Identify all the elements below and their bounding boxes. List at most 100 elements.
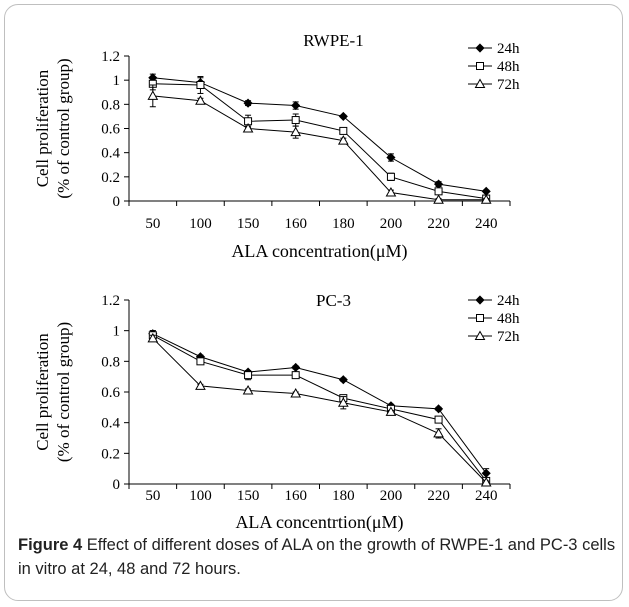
legend-marker [475, 43, 485, 53]
legend-marker [476, 62, 484, 70]
y-tick-label: 0.6 [101, 122, 120, 138]
data-point [196, 357, 205, 366]
data-point [481, 468, 491, 478]
data-point [291, 362, 301, 373]
legend-label: 72h [497, 77, 520, 93]
chart-title: PC-3 [316, 291, 351, 310]
data-point [434, 187, 443, 196]
data-point [385, 406, 397, 416]
x-tick-label: 220 [427, 216, 450, 232]
legend-marker [474, 78, 486, 88]
chart-2: 0 0.2 0.4 0.6 0.8 1 1.2 50 100 150 160 180 200 220 240… [33, 291, 520, 533]
series-72h [147, 332, 492, 487]
y-axis-label: Cell proliferation (% of control group) [33, 322, 73, 462]
data-point [338, 375, 348, 385]
caption-label: Figure 4 [18, 536, 83, 554]
series-line [152, 333, 487, 474]
x-tick-label: 100 [189, 216, 212, 232]
series-72h [147, 84, 492, 204]
x-tick-label: 50 [145, 488, 160, 504]
data-point [291, 371, 300, 380]
data-point [337, 397, 349, 407]
data-point [290, 388, 302, 398]
x-tick-label: 200 [380, 216, 403, 232]
y-tick-label: 0.4 [101, 416, 120, 432]
y-tick-label: 1.2 [101, 49, 120, 65]
legend-marker [474, 330, 486, 340]
data-point [481, 186, 491, 196]
figure-caption: Figure 4 Effect of different doses of AL… [18, 533, 618, 581]
y-tick-label: 0.8 [101, 354, 120, 370]
series-line [152, 83, 487, 200]
x-axis-label: ALA concentration(μM) [231, 241, 407, 262]
legend-label: 24h [497, 293, 520, 309]
data-point [242, 122, 254, 133]
x-tick-label: 50 [145, 216, 160, 232]
y-tick-label: 0.6 [101, 385, 120, 401]
series-line [152, 334, 487, 482]
data-point [242, 384, 254, 395]
data-point [433, 194, 444, 204]
y-tick-label: 1.2 [101, 293, 120, 309]
data-point [291, 100, 301, 111]
data-point [385, 187, 397, 197]
legend-item-24h: 24h [468, 293, 520, 309]
x-tick-label: 180 [332, 216, 355, 232]
y-tick-label: 0.2 [101, 170, 120, 186]
legend-label: 72h [497, 329, 520, 345]
chart-title: RWPE-1 [303, 31, 363, 50]
legend-item-48h: 48h [468, 59, 520, 75]
series-24h [148, 73, 491, 196]
data-point [243, 98, 253, 108]
data-point [195, 380, 206, 390]
data-point [147, 332, 159, 343]
figure-frame [4, 4, 623, 601]
legend-label: 24h [497, 41, 520, 57]
data-point [433, 404, 444, 414]
data-point [339, 126, 348, 135]
x-tick-label: 150 [237, 488, 260, 504]
data-point [291, 116, 300, 125]
x-tick-label: 100 [189, 488, 212, 504]
series-line [152, 337, 487, 483]
data-point [290, 126, 302, 137]
data-point [386, 172, 395, 181]
y-tick-label: 1 [113, 324, 121, 340]
data-point [337, 135, 349, 145]
series-line [152, 95, 487, 201]
data-point [480, 476, 492, 487]
x-tick-label: 240 [475, 488, 498, 504]
x-tick-label: 150 [237, 216, 260, 232]
y-axis-label: Cell proliferation (% of control group) [33, 58, 73, 198]
y-tick-label: 0.8 [101, 97, 120, 113]
data-point [434, 415, 443, 424]
data-point [480, 194, 492, 204]
y-tick-label: 0 [113, 477, 121, 493]
legend-item-72h: 72h [468, 77, 520, 93]
x-tick-label: 240 [475, 216, 498, 232]
data-point [195, 95, 206, 105]
x-tick-label: 160 [284, 488, 307, 504]
y-tick-label: 1 [113, 73, 121, 89]
series-line [152, 77, 487, 192]
data-point [147, 90, 159, 100]
data-point [244, 371, 253, 380]
legend-marker [475, 295, 485, 305]
y-tick-label: 0.4 [101, 146, 120, 162]
data-point [338, 111, 348, 121]
y-tick-label: 0.2 [101, 446, 120, 462]
data-point [196, 81, 205, 89]
legend-label: 48h [497, 311, 520, 327]
caption-text: Effect of different doses of ALA on the … [18, 536, 616, 578]
series-24h [148, 329, 491, 479]
x-tick-label: 220 [427, 488, 450, 504]
x-tick-label: 160 [284, 216, 307, 232]
legend-item-48h: 48h [468, 311, 520, 327]
data-point [433, 427, 444, 438]
legend-item-24h: 24h [468, 41, 520, 57]
chart-1: 0 0.2 0.4 0.6 0.8 1 1.2 50 100 150 160 180 200 220 240… [33, 31, 520, 262]
x-tick-label: 200 [380, 488, 403, 504]
y-tick-label: 0 [113, 194, 121, 210]
x-tick-label: 180 [332, 488, 355, 504]
